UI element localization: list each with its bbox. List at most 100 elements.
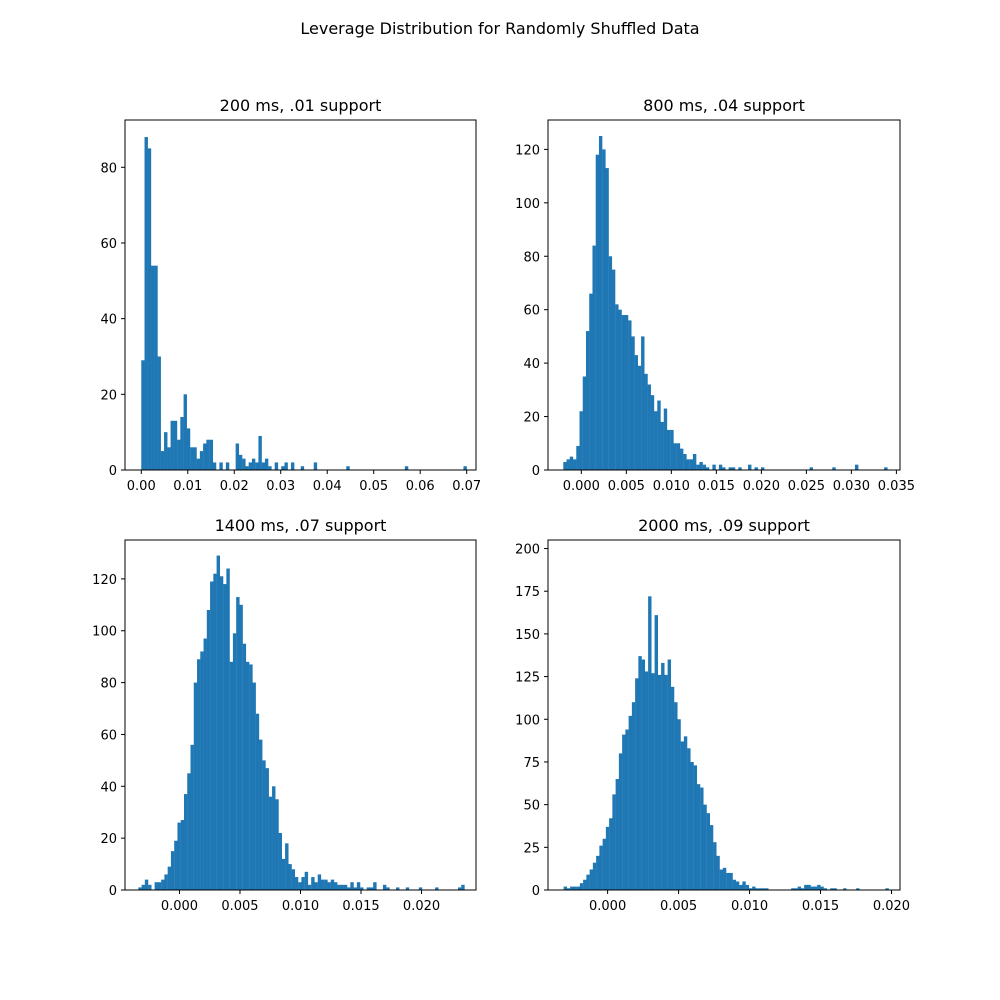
- histogram-bar: [687, 748, 691, 890]
- histogram-bar: [661, 662, 665, 890]
- histogram-bar: [625, 729, 629, 890]
- histogram-bar: [712, 464, 716, 470]
- histogram-bar: [281, 858, 286, 890]
- histogram-bar: [800, 888, 805, 890]
- histogram-bar: [170, 851, 175, 890]
- histogram-bar: [141, 884, 145, 890]
- histogram-bar: [235, 443, 240, 470]
- histogram-bar: [177, 439, 181, 470]
- histogram-bar: [164, 874, 168, 890]
- histogram-bar: [738, 467, 742, 470]
- histogram-bar: [843, 888, 847, 890]
- histogram-bar: [183, 794, 188, 890]
- histogram-bar: [307, 884, 312, 890]
- histogram-bar: [337, 884, 341, 890]
- histogram-bar: [196, 458, 200, 470]
- histogram-bar: [324, 879, 328, 890]
- y-tick-label: 80: [100, 677, 117, 692]
- histogram-bar: [347, 887, 351, 890]
- histogram-bar: [418, 887, 423, 890]
- histogram-bar: [589, 293, 593, 470]
- histogram-bar: [833, 888, 837, 890]
- histogram-bar: [353, 887, 358, 890]
- histogram-bar: [809, 467, 813, 470]
- histogram-bar: [147, 148, 152, 470]
- histogram-bar: [317, 874, 322, 890]
- histogram-bar: [647, 384, 651, 470]
- x-tick-label: 0.015: [802, 899, 839, 914]
- histogram-bar: [722, 467, 726, 470]
- subplot-title: 200 ms, .01 support: [220, 96, 382, 115]
- histogram-bar: [667, 429, 671, 470]
- histogram-bar: [618, 309, 622, 470]
- histogram-bar: [278, 832, 282, 890]
- histogram-bar: [690, 761, 694, 890]
- y-tick-label: 150: [515, 628, 540, 643]
- histogram-bar: [225, 462, 230, 470]
- histogram-bar: [290, 462, 295, 470]
- histogram-bar: [765, 888, 769, 890]
- y-tick-label: 0: [532, 464, 540, 479]
- histogram-bar: [596, 855, 600, 890]
- x-tick-label: 0.035: [878, 479, 915, 494]
- histogram-bar: [203, 638, 207, 890]
- histogram-bar: [758, 888, 763, 890]
- histogram-bar: [676, 443, 681, 470]
- x-tick-label: 0.000: [161, 899, 198, 914]
- histogram-bar: [854, 464, 859, 470]
- histogram-bar: [570, 886, 574, 890]
- histogram-bar: [268, 466, 272, 470]
- histogram-bar: [598, 136, 603, 470]
- histogram-bar: [679, 448, 684, 470]
- y-tick-label: 100: [515, 713, 540, 728]
- histogram-bar: [167, 447, 171, 470]
- histogram-bar: [213, 573, 217, 890]
- histogram-bar: [186, 428, 191, 470]
- histogram-bar: [611, 269, 616, 470]
- figure-title: Leverage Distribution for Randomly Shuff…: [300, 19, 699, 38]
- histogram-bar: [748, 888, 753, 890]
- x-tick-label: 0.020: [743, 479, 780, 494]
- histogram-bar: [566, 888, 571, 890]
- histogram-bar: [718, 464, 723, 470]
- histogram-bar: [703, 804, 707, 890]
- histogram-bar: [252, 682, 256, 890]
- histogram-bar: [745, 884, 750, 890]
- histogram-bar: [832, 467, 836, 470]
- histogram-bar: [369, 887, 374, 890]
- histogram-bar: [654, 411, 658, 470]
- histogram-bar: [641, 336, 645, 470]
- y-tick-label: 0: [109, 464, 117, 479]
- histogram-bar: [313, 462, 318, 470]
- y-tick-label: 100: [515, 197, 540, 212]
- histogram-bar: [618, 753, 623, 890]
- histogram-bar: [716, 855, 720, 890]
- histogram-bar: [167, 866, 172, 890]
- histogram-bar: [144, 137, 148, 470]
- x-tick-label: 0.010: [731, 899, 768, 914]
- histogram-bar: [563, 461, 567, 470]
- histogram-bar: [245, 466, 249, 470]
- subplot-title: 800 ms, .04 support: [643, 96, 805, 115]
- histogram-bar: [274, 462, 279, 470]
- histogram-bar: [692, 453, 697, 470]
- histogram-bar: [190, 447, 194, 470]
- histogram-bar: [664, 674, 668, 890]
- histogram-bar: [702, 464, 707, 470]
- x-tick-label: 0.010: [282, 899, 319, 914]
- histogram-bar: [657, 400, 661, 470]
- histogram-bar: [615, 304, 619, 470]
- histogram-bar: [644, 671, 649, 890]
- histogram-bar: [856, 888, 860, 890]
- histogram-bar: [275, 799, 279, 890]
- histogram-bar: [314, 882, 318, 890]
- histogram-bar: [638, 656, 642, 890]
- histogram-bar: [583, 879, 587, 890]
- histogram-bar: [582, 376, 587, 470]
- histogram-bar: [157, 356, 161, 470]
- histogram-bar: [739, 884, 743, 890]
- histogram-bar: [761, 888, 766, 890]
- histogram-bar: [628, 320, 632, 470]
- y-tick-label: 25: [523, 841, 540, 856]
- histogram-bar: [272, 786, 276, 890]
